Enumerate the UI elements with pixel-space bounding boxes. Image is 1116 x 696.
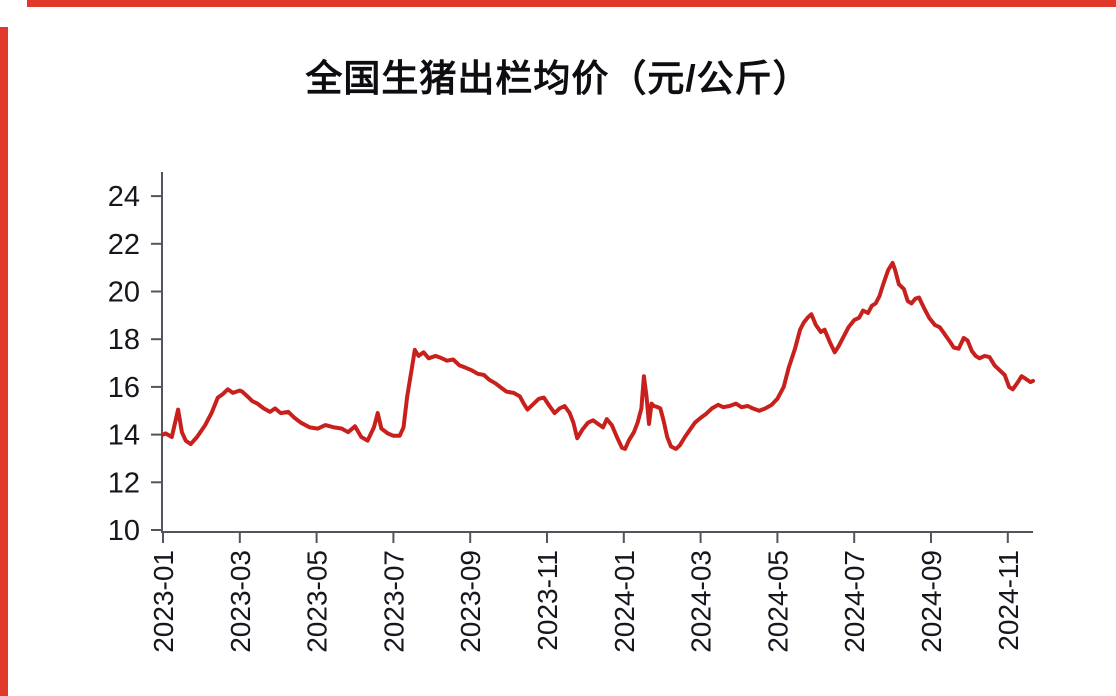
decor-left-bar [0,27,8,696]
x-tick-label: 2024-01 [609,550,640,653]
x-tick-label: 2024-03 [686,550,717,653]
x-tick-label: 2023-03 [225,550,256,653]
y-tick-label: 14 [108,420,140,452]
price-line [161,260,1035,451]
x-tick-label: 2024-07 [839,550,870,653]
x-tick-label: 2023-11 [532,550,563,651]
y-tick-label: 16 [108,372,140,404]
y-tick-label: 18 [108,324,140,356]
x-tick-label: 2024-11 [993,550,1024,651]
x-tick-label: 2024-09 [916,550,947,653]
x-tick-label: 2023-07 [378,550,409,653]
y-tick-label: 10 [108,515,140,547]
axes [161,172,1033,533]
y-tick-label: 12 [108,467,140,499]
x-tick-label: 2023-05 [302,550,333,653]
x-tick-label: 2023-01 [148,550,179,653]
y-tick-label: 20 [108,277,140,309]
y-tick-label: 24 [108,181,140,213]
decor-top-bar [27,0,1116,7]
chart-title: 全国生猪出栏均价（元/公斤） [305,58,811,99]
x-tick-label: 2024-05 [762,550,793,653]
y-tick-label: 22 [108,229,140,261]
x-tick-label: 2023-09 [455,550,486,653]
